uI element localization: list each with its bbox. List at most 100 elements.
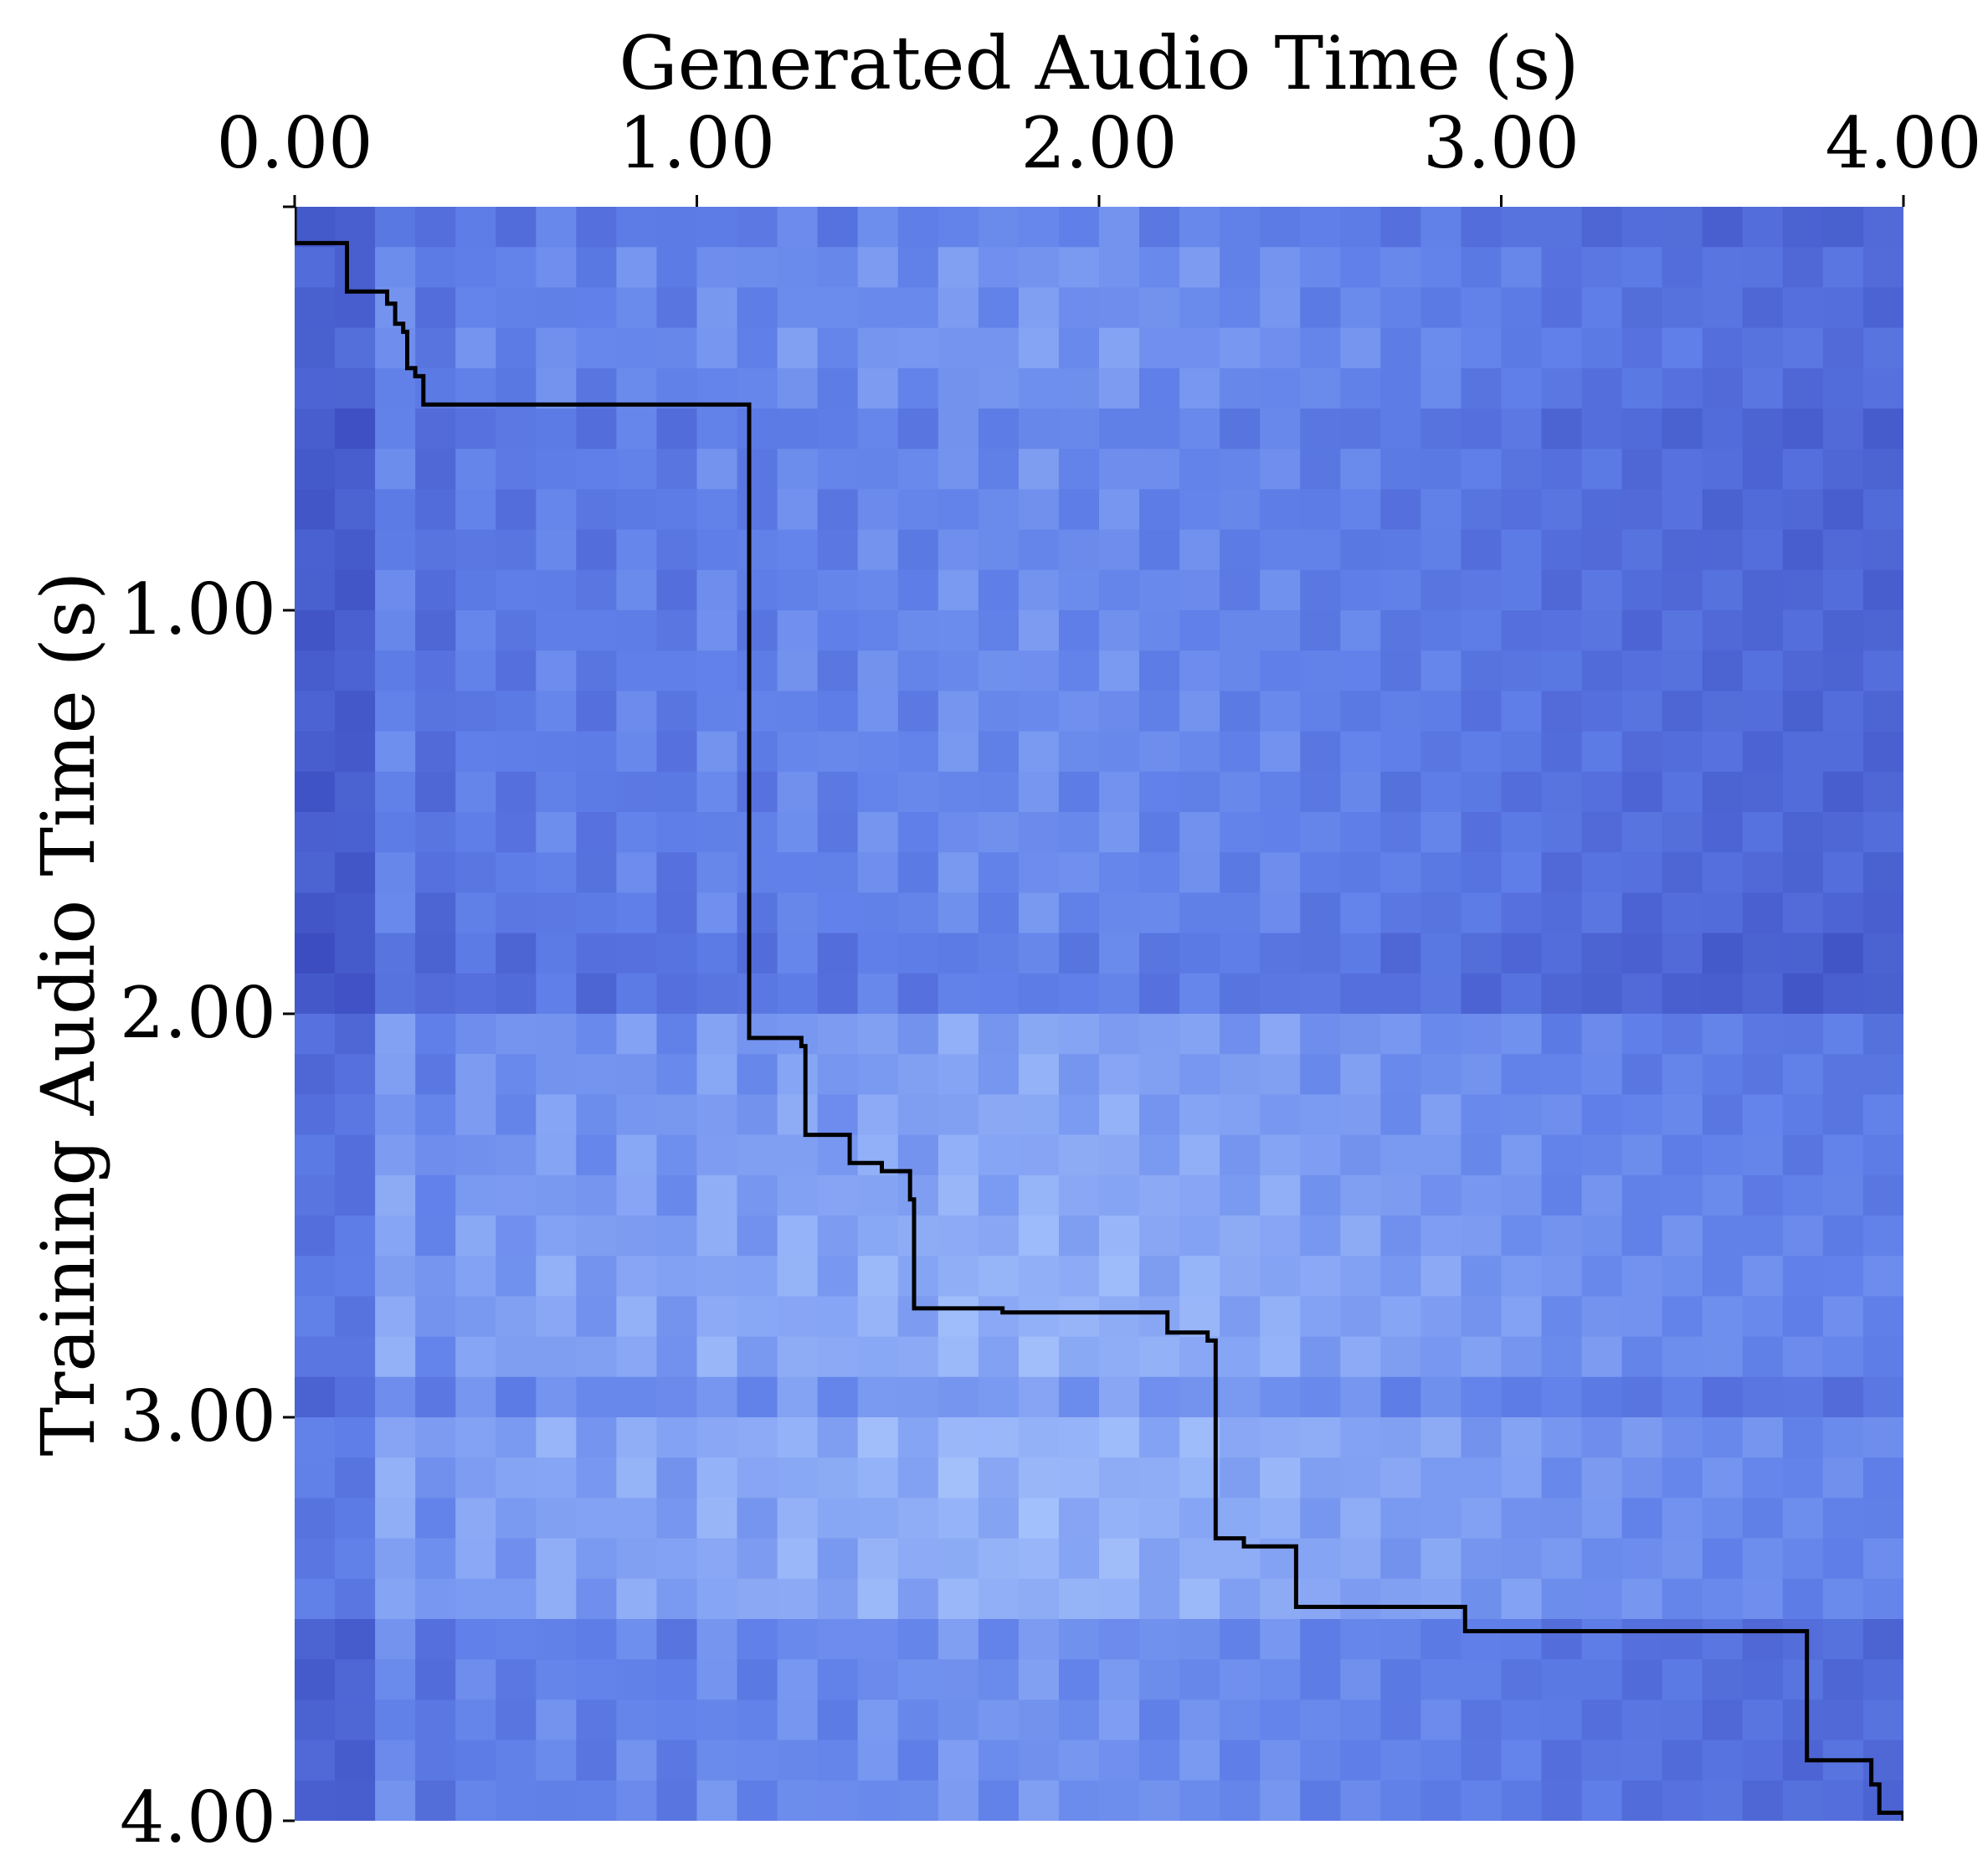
heatmap-cell [1822,812,1864,853]
heatmap-cell [777,1296,819,1338]
heatmap-cell [335,489,376,531]
heatmap-cell [737,1740,778,1781]
heatmap-cell [536,812,578,853]
heatmap-cell [1220,1699,1261,1741]
heatmap-cell [656,1740,698,1781]
heatmap-cell [1862,731,1903,773]
heatmap-cell [1501,610,1543,651]
heatmap-cell [897,1780,939,1821]
heatmap-cell [1420,1134,1462,1176]
heatmap-cell [1340,852,1382,894]
heatmap-cell [1742,771,1784,813]
heatmap-cell [978,973,1020,1015]
heatmap-cell [415,892,456,934]
heatmap-cell [1420,933,1462,974]
heatmap-cell [576,489,618,531]
heatmap-cell [978,852,1020,894]
heatmap-cell [536,1134,578,1176]
heatmap-cell [978,1780,1020,1821]
heatmap-cell [978,812,1020,853]
heatmap-cell [1501,892,1543,934]
heatmap-cell [857,892,899,934]
heatmap-cell [375,691,416,732]
heatmap-cell [978,1659,1020,1701]
heatmap-cell [937,1256,979,1298]
heatmap-cell [696,973,738,1015]
heatmap-cell [1581,731,1623,773]
heatmap-cell [1702,933,1744,974]
heatmap-cell [1702,1619,1744,1660]
heatmap-cell [978,731,1020,773]
heatmap-cell [1018,1659,1060,1701]
heatmap-cell [616,771,658,813]
heatmap-cell [1300,691,1342,732]
heatmap-cell [656,1014,698,1055]
heatmap-cell [1541,771,1583,813]
heatmap-cell [1220,207,1261,248]
heatmap-cell [1782,610,1824,651]
heatmap-cell [897,1699,939,1741]
heatmap-cell [1340,610,1382,651]
heatmap-cell [375,973,416,1015]
heatmap-cell [1179,1216,1220,1257]
heatmap-cell [1621,1619,1663,1660]
heatmap-cell [616,852,658,894]
heatmap-cell [1340,409,1382,450]
heatmap-cell [415,731,456,773]
heatmap-cell [696,1376,738,1418]
heatmap-cell [978,691,1020,732]
heatmap-cell [455,852,497,894]
heatmap-cell [696,1014,738,1055]
heatmap-cell [1662,691,1703,732]
heatmap-cell [897,1216,939,1257]
heatmap-cell [817,1578,859,1620]
heatmap-cell [1018,1134,1060,1176]
heatmap-cell [1541,933,1583,974]
heatmap-cell [576,1619,618,1660]
heatmap-cell [375,247,416,289]
heatmap-cell [1862,1054,1903,1096]
heatmap-cell [978,1417,1020,1458]
heatmap-cell [1742,691,1784,732]
heatmap-cell [1662,287,1703,329]
heatmap-cell [978,368,1020,409]
heatmap-cell [978,892,1020,934]
heatmap-cell [1420,1216,1462,1257]
heatmap-cell [737,1619,778,1660]
heatmap-cell [1461,1498,1503,1539]
heatmap-cell [1260,1780,1302,1821]
heatmap-cell [937,1740,979,1781]
heatmap-cell [1742,1216,1784,1257]
y-tick-label: 4.00 [120,1776,276,1858]
heatmap-cell [576,207,618,248]
heatmap-cell [415,287,456,329]
heatmap-cell [1139,449,1180,491]
heatmap-cell [1662,812,1703,853]
heatmap-cell [455,409,497,450]
heatmap-cell [1862,1417,1903,1458]
heatmap-cell [696,852,738,894]
heatmap-cell [1220,1175,1261,1216]
heatmap-cell [1822,1256,1864,1298]
heatmap-cell [455,368,497,409]
heatmap-cell [1541,569,1583,611]
heatmap-cell [978,1216,1020,1257]
heatmap-cell [295,1296,336,1338]
heatmap-cell [696,1538,738,1580]
heatmap-cell [978,1699,1020,1741]
heatmap-cell [1862,1094,1903,1136]
heatmap-cell [737,1014,778,1055]
heatmap-cell [737,973,778,1015]
heatmap-cell [1179,529,1220,571]
heatmap-cell [616,489,658,531]
heatmap-cell [1058,368,1100,409]
heatmap-cell [1220,1780,1261,1821]
heatmap-cell [696,1457,738,1499]
heatmap-cell [897,1578,939,1620]
heatmap-cell [295,1740,336,1781]
heatmap-cell [496,1780,537,1821]
heatmap-cell [616,368,658,409]
heatmap-cell [415,1699,456,1741]
heatmap-cell [897,1054,939,1096]
heatmap-cell [937,892,979,934]
